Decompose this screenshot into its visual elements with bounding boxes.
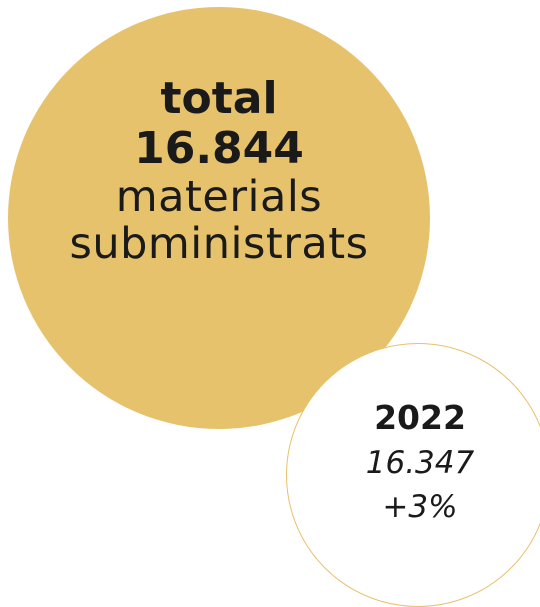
infographic: total 16.844 materials subministrats 202… xyxy=(8,7,540,607)
comparison-text-block: 2022 16.347 +3% xyxy=(360,395,480,529)
total-value: 16.844 xyxy=(134,123,304,174)
total-text-block: total 16.844 materials subministrats xyxy=(8,74,430,268)
caption-line-2: subministrats xyxy=(69,219,369,269)
comparison-change: +3% xyxy=(382,489,458,525)
comparison-year: 2022 xyxy=(374,398,466,437)
comparison-circle xyxy=(286,343,540,607)
caption-line-1: materials xyxy=(115,172,323,222)
comparison-value: 16.347 xyxy=(365,445,475,481)
total-label: total xyxy=(160,73,278,124)
